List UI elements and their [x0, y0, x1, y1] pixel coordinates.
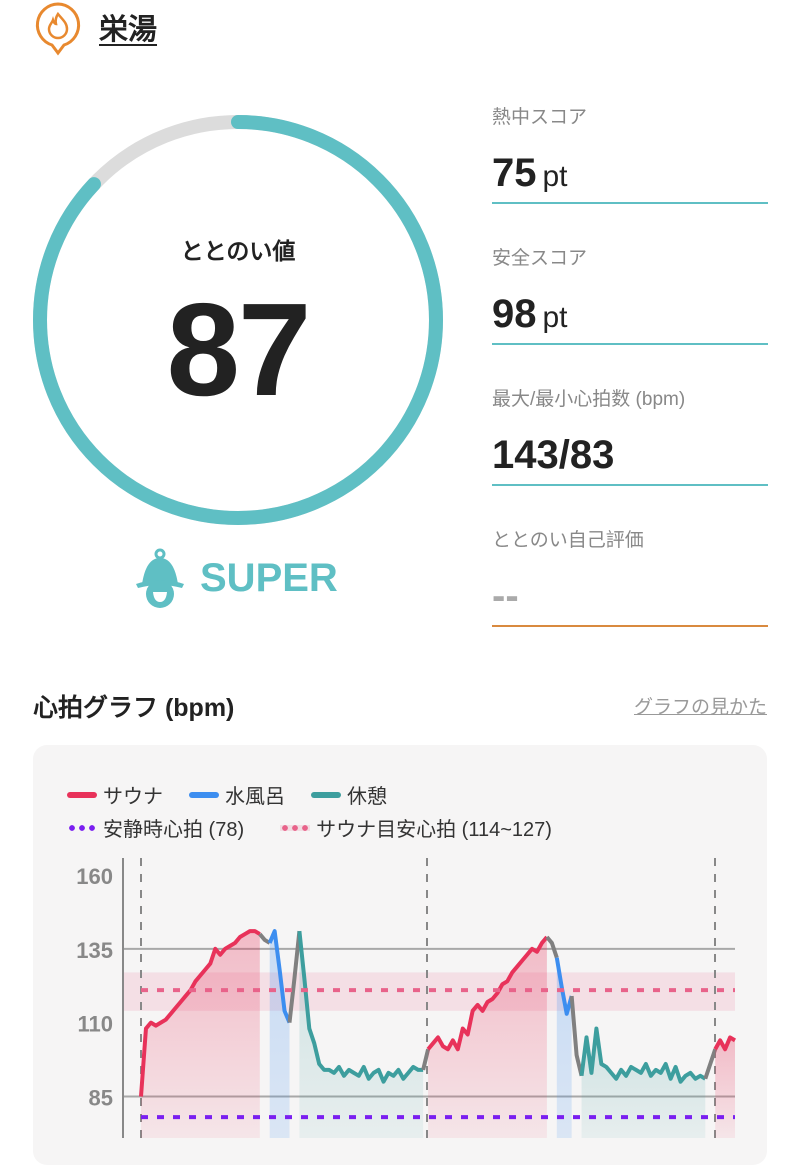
- legend-label: 水風呂: [225, 786, 285, 808]
- legend-label: 安静時心拍 (78): [103, 819, 245, 841]
- area-sauna: [428, 937, 547, 1138]
- line-sauna: [139, 929, 261, 1097]
- stat-label: 熱中スコア: [492, 107, 588, 128]
- stat-value: 75: [492, 151, 537, 195]
- stat-label: 安全スコア: [492, 248, 588, 269]
- legend-swatch: [67, 791, 97, 798]
- stat-max-min-hr: 最大/最小心拍数 (bpm) 143/83: [492, 384, 768, 486]
- legend-cold-bath: 水風呂: [189, 780, 285, 809]
- area-sauna: [715, 1037, 735, 1138]
- graph-howto-link[interactable]: グラフの見かた: [633, 697, 767, 718]
- legend-sauna: サウナ: [67, 780, 163, 809]
- legend-label: サウナ目安心拍 (114~127): [316, 819, 552, 841]
- legend-label: サウナ: [103, 786, 163, 808]
- stat-label: 最大/最小心拍数 (bpm): [492, 389, 686, 410]
- line-cold_bath: [554, 957, 574, 1016]
- graph-title: 心拍グラフ (bpm): [33, 694, 235, 722]
- divider: [492, 625, 768, 627]
- line-transition: [421, 1048, 431, 1071]
- divider: [492, 484, 768, 486]
- y-tick-label: 160: [76, 864, 113, 889]
- area-cold_bath: [556, 957, 572, 1138]
- area-cold_bath: [269, 931, 290, 1138]
- legend-swatch: [67, 824, 97, 831]
- chart-legend-row1: サウナ 水風呂 休憩: [67, 780, 413, 809]
- line-rest: [297, 930, 424, 1084]
- legend-resting-hr: 安静時心拍 (78): [67, 813, 244, 842]
- line-transition: [569, 995, 584, 1077]
- ring-value: 87: [166, 276, 312, 423]
- line-transition: [287, 930, 302, 1023]
- sauna-hat-icon: [136, 548, 184, 608]
- divider: [492, 343, 768, 345]
- line-sauna: [426, 935, 549, 1052]
- line-transition: [703, 1048, 718, 1080]
- chart-legend-row2: 安静時心拍 (78) サウナ目安心拍 (114~127): [67, 813, 578, 842]
- legend-swatch: [280, 824, 311, 831]
- stat-label: ととのい自己評価: [492, 530, 644, 551]
- stat-value: 98: [492, 292, 537, 336]
- stat-self-rating[interactable]: ととのい自己評価 --: [492, 525, 768, 627]
- rank-label: SUPER: [200, 556, 338, 600]
- line-rest: [579, 1026, 707, 1084]
- legend-label: 休憩: [347, 786, 387, 808]
- heart-rate-chart: 160 135 110 85: [76, 858, 737, 1138]
- legend-swatch: [189, 791, 219, 798]
- stat-unit: pt: [542, 160, 568, 193]
- stat-value: 143/83: [492, 433, 615, 477]
- line-cold_bath: [267, 929, 292, 1024]
- stat-value: --: [492, 574, 519, 618]
- stat-heat-score: 熱中スコア 75 pt: [492, 102, 768, 204]
- y-tick-label: 135: [76, 938, 113, 963]
- stat-safety-score: 安全スコア 98 pt: [492, 243, 768, 345]
- area-sauna: [141, 931, 260, 1138]
- y-tick-label: 110: [78, 1012, 114, 1037]
- legend-rest: 休憩: [311, 780, 387, 809]
- area-rest: [581, 1028, 706, 1138]
- legend-swatch: [311, 791, 341, 798]
- ring-progress: [33, 115, 443, 525]
- flame-pin-icon: [35, 2, 81, 56]
- stat-unit: pt: [542, 301, 568, 334]
- area-rest: [299, 931, 424, 1138]
- facility-title[interactable]: 栄湯: [99, 14, 158, 46]
- y-tick-label: 85: [89, 1085, 113, 1110]
- ring-label: ととのい値: [180, 238, 296, 264]
- divider: [492, 202, 768, 204]
- line-transition: [545, 935, 559, 959]
- totonoi-ring: [33, 115, 443, 525]
- line-sauna: [713, 1035, 737, 1052]
- legend-target-hr: サウナ目安心拍 (114~127): [280, 813, 552, 842]
